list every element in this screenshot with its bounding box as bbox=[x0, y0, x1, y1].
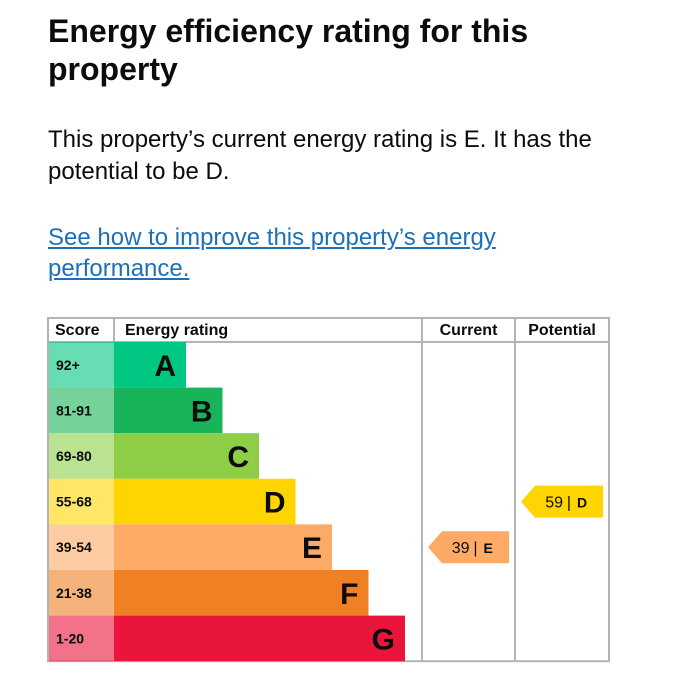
current-score: 39 bbox=[452, 540, 470, 557]
rating-letter-g: G bbox=[372, 623, 395, 656]
score-label-b: 81-91 bbox=[56, 402, 92, 418]
score-label-e: 39-54 bbox=[56, 539, 92, 555]
rating-bar-g bbox=[114, 615, 405, 662]
rating-letter-b: B bbox=[191, 395, 213, 428]
score-label-a: 92+ bbox=[56, 357, 80, 373]
rating-bar-f bbox=[114, 570, 369, 616]
score-cell-e bbox=[49, 524, 114, 570]
improve-energy-link[interactable]: See how to improve this property’s energ… bbox=[48, 224, 496, 282]
score-cell-a bbox=[49, 342, 114, 388]
rating-letter-c: C bbox=[227, 441, 249, 474]
score-label-d: 55-68 bbox=[56, 494, 92, 510]
potential-letter: D bbox=[577, 495, 587, 511]
score-cell-c bbox=[49, 433, 114, 479]
score-label-g: 1-20 bbox=[56, 630, 84, 646]
score-label-c: 69-80 bbox=[56, 448, 92, 464]
current-separator: | bbox=[473, 540, 477, 557]
header-energy-rating: Energy rating bbox=[125, 322, 228, 339]
header-potential: Potential bbox=[528, 322, 596, 339]
current-letter: E bbox=[484, 540, 493, 556]
rating-letter-f: F bbox=[340, 578, 358, 611]
rating-letter-a: A bbox=[154, 350, 176, 383]
current-marker bbox=[428, 531, 509, 564]
score-cell-b bbox=[49, 387, 114, 434]
potential-marker bbox=[521, 485, 603, 518]
header-current: Current bbox=[440, 322, 498, 339]
score-cell-d bbox=[49, 478, 114, 525]
potential-separator: | bbox=[567, 495, 571, 512]
score-label-f: 21-38 bbox=[56, 585, 92, 601]
potential-score: 59 bbox=[545, 495, 563, 512]
rating-bar-b bbox=[114, 387, 223, 434]
rating-summary: This property’s current energy rating is… bbox=[48, 126, 592, 185]
rating-bar-c bbox=[114, 433, 259, 479]
header-score: Score bbox=[55, 322, 100, 339]
score-cell-g bbox=[49, 615, 114, 662]
rating-bar-a bbox=[114, 342, 186, 388]
score-cell-f bbox=[49, 570, 114, 616]
rating-bar-e bbox=[114, 524, 332, 570]
rating-letter-e: E bbox=[302, 532, 322, 565]
rating-bar-d bbox=[114, 478, 296, 525]
rating-letter-d: D bbox=[264, 487, 286, 520]
page-title: Energy efficiency rating for this proper… bbox=[48, 13, 529, 87]
